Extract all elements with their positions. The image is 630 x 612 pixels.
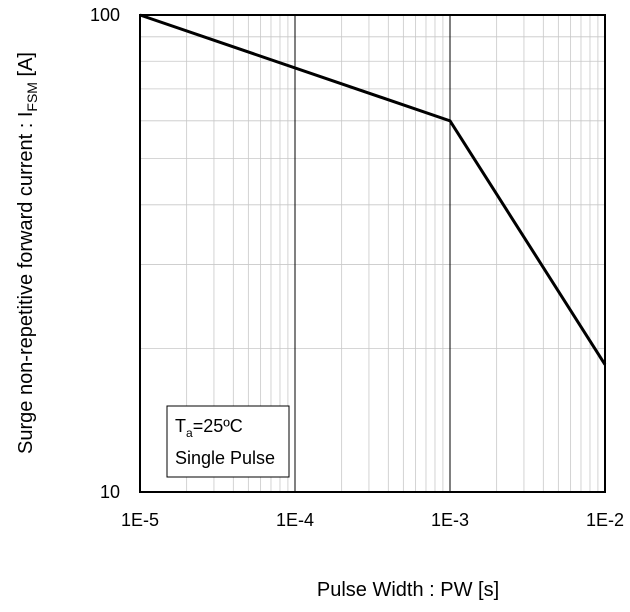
x-tick-labels: 1E-5 1E-4 1E-3 1E-2 <box>121 510 624 530</box>
annotation-temperature: Ta=25ºC <box>175 416 243 440</box>
x-tick-label: 1E-4 <box>276 510 314 530</box>
y-axis-title-main: Surge non-repetitive forward current : I <box>15 112 37 454</box>
y-tick-label: 10 <box>100 482 120 502</box>
x-axis-title: Pulse Width : PW [s] <box>317 579 499 601</box>
minor-grid <box>140 15 605 492</box>
annotation-pulse: Single Pulse <box>175 448 275 468</box>
annotation-temp-value: =25ºC <box>193 416 243 436</box>
annotation-box-border <box>166 405 290 478</box>
x-tick-label: 1E-3 <box>431 510 469 530</box>
x-tick-label: 1E-5 <box>121 510 159 530</box>
x-tick-label: 1E-2 <box>586 510 624 530</box>
plot-frame <box>139 14 606 493</box>
annotation-t-subscript: a <box>186 426 193 440</box>
y-tick-label: 100 <box>90 5 120 25</box>
annotation-box: Ta=25ºC Single Pulse <box>166 405 290 478</box>
y-tick-labels: 10 100 <box>90 5 120 502</box>
y-axis-title-subscript: FSM <box>24 82 40 112</box>
major-grid <box>294 15 451 492</box>
series-line-0 <box>139 13 607 366</box>
y-axis-title: Surge non-repetitive forward current : I… <box>15 52 40 454</box>
annotation-t: T <box>175 416 186 436</box>
series-layer <box>139 13 607 366</box>
y-axis-title-unit: [A] <box>15 52 37 82</box>
